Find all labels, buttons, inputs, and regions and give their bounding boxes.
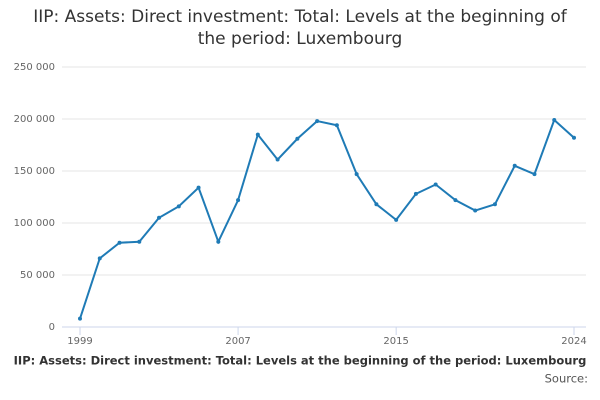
point	[236, 198, 241, 203]
point	[374, 202, 379, 207]
y-tick-label: 50 000	[20, 270, 55, 281]
y-tick-label: 100 000	[14, 218, 55, 229]
x-tick-label: 1999	[67, 336, 92, 347]
point	[532, 172, 537, 177]
point	[255, 132, 260, 137]
point	[473, 208, 478, 213]
chart-title: IIP: Assets: Direct investment: Total: L…	[33, 7, 567, 49]
point	[394, 217, 399, 222]
point	[137, 239, 142, 244]
y-tick-label: 0	[49, 322, 55, 333]
source: Source:	[545, 372, 588, 386]
point	[176, 204, 181, 209]
point	[552, 118, 557, 123]
y-tick-label: 150 000	[14, 166, 55, 177]
point	[572, 135, 576, 140]
y-tick-label: 200 000	[14, 114, 55, 125]
caption: IIP: Assets: Direct investment: Total: L…	[14, 354, 587, 368]
y-tick-label: 250 000	[14, 62, 55, 73]
line	[79, 118, 575, 319]
x-tick-label: 2007	[225, 336, 250, 347]
point	[196, 185, 201, 190]
point	[78, 316, 82, 321]
point	[157, 215, 162, 220]
point	[512, 163, 517, 168]
point	[315, 119, 320, 124]
x-tick-label: 2015	[383, 336, 408, 347]
point	[275, 157, 280, 162]
point	[492, 202, 497, 207]
x-tick-label: 2024	[561, 336, 586, 347]
point	[117, 240, 122, 245]
point	[354, 172, 359, 177]
point	[453, 198, 458, 203]
point	[295, 136, 300, 141]
point	[216, 239, 221, 244]
point	[413, 191, 418, 196]
point	[433, 182, 438, 187]
point	[97, 256, 102, 261]
point	[334, 123, 339, 128]
